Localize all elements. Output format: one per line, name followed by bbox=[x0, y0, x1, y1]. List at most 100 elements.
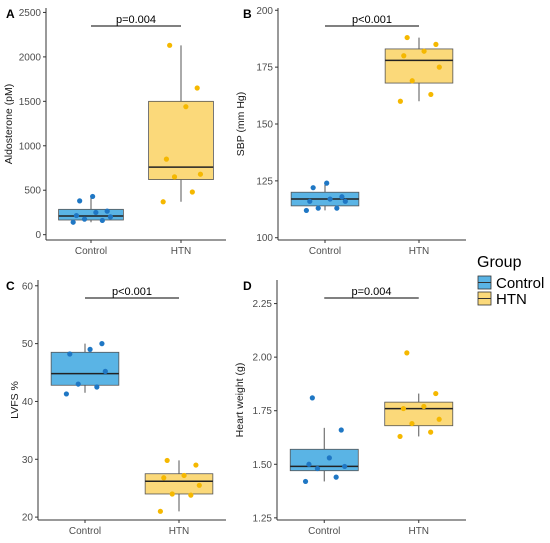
data-point bbox=[70, 219, 76, 225]
legend: Group Control HTN bbox=[477, 254, 544, 308]
p-value-annotation: p=0.004 bbox=[351, 286, 391, 298]
data-point bbox=[315, 205, 321, 211]
y-tick-label: 30 bbox=[22, 455, 34, 466]
data-point bbox=[436, 416, 442, 422]
panel-letter: B bbox=[243, 7, 252, 21]
data-point bbox=[194, 85, 200, 91]
legend-label-htn: HTN bbox=[496, 291, 527, 308]
data-point bbox=[421, 48, 427, 54]
legend-entry-htn: HTN bbox=[477, 291, 527, 308]
data-point bbox=[171, 174, 178, 180]
data-point bbox=[93, 209, 99, 216]
data-point bbox=[102, 368, 108, 374]
y-tick-label: 100 bbox=[256, 233, 273, 244]
data-point bbox=[193, 462, 199, 468]
data-point bbox=[81, 216, 88, 222]
legend-entry-control: Control bbox=[477, 275, 544, 292]
legend-label-control: Control bbox=[496, 275, 544, 292]
y-axis-label: Heart weight (g) bbox=[234, 363, 246, 438]
data-point bbox=[307, 198, 313, 204]
p-value-annotation: p<0.001 bbox=[112, 286, 152, 298]
data-point bbox=[163, 156, 170, 162]
data-point bbox=[436, 64, 442, 70]
data-point bbox=[303, 207, 309, 214]
box-control bbox=[289, 395, 359, 485]
y-tick-label: 40 bbox=[22, 397, 34, 408]
y-tick-label: 2500 bbox=[19, 8, 42, 19]
y-tick-label: 150 bbox=[256, 120, 273, 131]
data-point bbox=[197, 171, 204, 177]
data-point bbox=[428, 91, 434, 98]
y-tick-label: 1000 bbox=[19, 141, 42, 152]
data-point bbox=[169, 491, 175, 497]
y-tick-label: 60 bbox=[22, 281, 34, 292]
p-value-annotation: p<0.001 bbox=[352, 14, 392, 26]
y-tick-label: 2.00 bbox=[253, 353, 273, 364]
x-tick-label: HTN bbox=[409, 246, 430, 257]
data-point bbox=[63, 391, 69, 397]
box-iqr bbox=[384, 401, 454, 427]
box-control bbox=[50, 341, 120, 397]
x-tick-label: HTN bbox=[408, 526, 429, 537]
data-point bbox=[309, 395, 315, 401]
y-tick-label: 200 bbox=[256, 6, 273, 17]
data-point bbox=[183, 104, 189, 110]
data-point bbox=[157, 508, 163, 514]
data-point bbox=[428, 429, 434, 435]
data-point bbox=[94, 384, 100, 390]
box-iqr bbox=[289, 448, 359, 472]
data-point bbox=[397, 433, 403, 440]
data-point bbox=[333, 474, 339, 480]
box-iqr bbox=[384, 48, 454, 84]
data-point bbox=[421, 403, 427, 410]
y-tick-label: 1500 bbox=[19, 97, 42, 108]
x-tick-label: Control bbox=[69, 526, 101, 537]
data-point bbox=[339, 194, 345, 200]
data-point bbox=[99, 341, 105, 347]
x-tick-label: Control bbox=[309, 246, 341, 257]
data-point bbox=[409, 420, 415, 427]
data-point bbox=[310, 185, 316, 191]
data-point bbox=[404, 34, 410, 41]
box-iqr bbox=[144, 473, 214, 495]
data-point bbox=[181, 472, 187, 479]
data-point bbox=[73, 212, 80, 219]
y-axis-label: LVFS % bbox=[9, 381, 21, 419]
data-point bbox=[314, 465, 321, 472]
panel-b: B 100 125 150 175 200 Control HTN SBP (mm Hg) p<0… bbox=[235, 6, 466, 257]
data-point bbox=[196, 482, 202, 488]
y-tick-label: 175 bbox=[256, 63, 273, 74]
panel-a: A 0 500 1000 1500 2000 2500 Control HTN Aldostero… bbox=[3, 7, 226, 257]
x-tick-label: HTN bbox=[171, 246, 192, 257]
data-point bbox=[302, 478, 309, 485]
data-point bbox=[400, 405, 407, 412]
data-point bbox=[342, 198, 348, 204]
data-point bbox=[77, 198, 83, 204]
y-axis-label: Aldosterone (pM) bbox=[3, 84, 15, 165]
data-point bbox=[90, 193, 96, 200]
x-tick-label: Control bbox=[75, 246, 107, 257]
x-tick-label: HTN bbox=[169, 526, 190, 537]
box-iqr bbox=[50, 351, 120, 386]
data-point bbox=[324, 180, 330, 186]
data-point bbox=[188, 492, 194, 498]
y-tick-label: 2.25 bbox=[253, 299, 273, 310]
box-iqr bbox=[58, 208, 124, 221]
panel-letter: C bbox=[6, 279, 15, 293]
y-axis-label: SBP (mm Hg) bbox=[235, 92, 247, 157]
data-point bbox=[342, 463, 348, 470]
y-tick-label: 2000 bbox=[19, 52, 42, 63]
data-point bbox=[397, 98, 403, 104]
data-point bbox=[433, 41, 439, 47]
y-tick-label: 20 bbox=[22, 513, 34, 524]
data-point bbox=[104, 208, 110, 214]
data-point bbox=[87, 346, 93, 352]
data-point bbox=[334, 205, 340, 211]
data-point bbox=[189, 189, 195, 195]
box-control bbox=[290, 180, 360, 214]
panel-letter: D bbox=[243, 279, 252, 293]
panel-letter: A bbox=[6, 7, 15, 21]
x-tick-label: Control bbox=[308, 526, 340, 537]
box-htn bbox=[148, 42, 214, 205]
